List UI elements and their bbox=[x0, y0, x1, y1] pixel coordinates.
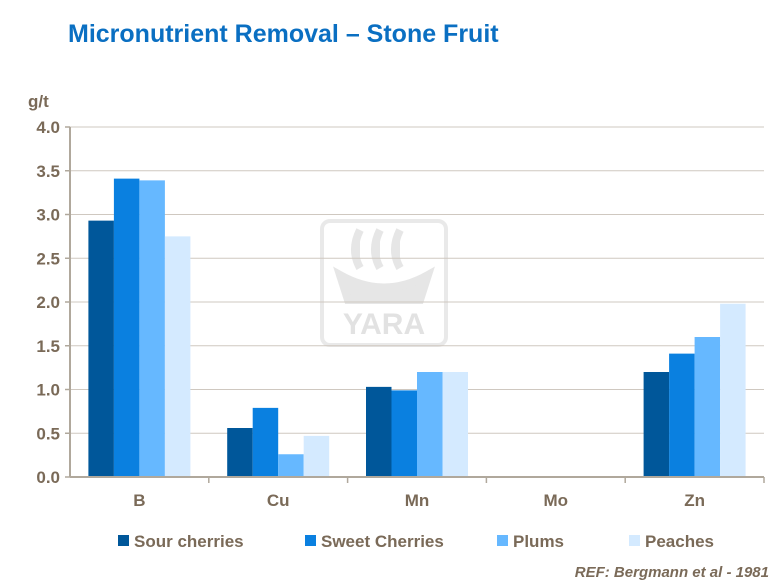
chart-title: Micronutrient Removal – Stone Fruit bbox=[68, 20, 499, 48]
legend-swatch bbox=[629, 535, 640, 546]
bar-Zn-2 bbox=[694, 337, 721, 477]
x-tick-label: B bbox=[133, 491, 145, 510]
x-tick-label: Mn bbox=[405, 491, 430, 510]
bar-B-1 bbox=[113, 178, 140, 477]
legend-label: Sweet Cherries bbox=[321, 532, 444, 551]
bar-Zn-3 bbox=[720, 303, 746, 477]
y-axis-label: g/t bbox=[28, 92, 49, 111]
bar-Mn-3 bbox=[442, 372, 468, 477]
watermark-logo: YARA bbox=[320, 219, 448, 347]
legend-swatch bbox=[305, 535, 316, 546]
x-tick-label: Mo bbox=[544, 491, 569, 510]
reference-note: REF: Bergmann et al - 1981 bbox=[574, 564, 769, 581]
y-tick-label: 3.5 bbox=[36, 162, 60, 181]
x-tick-label: Zn bbox=[684, 491, 705, 510]
bar-B-3 bbox=[164, 236, 191, 477]
legend-label: Plums bbox=[513, 532, 564, 551]
y-tick-label: 0.5 bbox=[36, 424, 60, 443]
bar-Cu-2 bbox=[278, 454, 304, 477]
bar-Zn-1 bbox=[669, 353, 695, 477]
bar-Cu-1 bbox=[252, 407, 279, 477]
y-tick-label: 1.0 bbox=[36, 381, 60, 400]
y-tick-label: 0.0 bbox=[36, 468, 60, 487]
x-tick-label: Cu bbox=[267, 491, 290, 510]
bar-Mn-1 bbox=[391, 390, 417, 477]
y-tick-label: 4.0 bbox=[36, 118, 60, 137]
y-tick-label: 2.5 bbox=[36, 249, 60, 268]
legend-swatch bbox=[118, 535, 129, 546]
bar-Mn-0 bbox=[366, 386, 392, 477]
y-tick-label: 3.0 bbox=[36, 206, 60, 225]
bar-Cu-3 bbox=[303, 435, 330, 477]
bar-B-0 bbox=[88, 220, 114, 477]
bar-Zn-0 bbox=[643, 372, 670, 477]
y-tick-label: 1.5 bbox=[36, 337, 60, 356]
legend-swatch bbox=[497, 535, 508, 546]
legend-label: Peaches bbox=[645, 532, 714, 551]
bar-Cu-0 bbox=[227, 428, 253, 477]
bar-Mn-2 bbox=[417, 372, 443, 477]
bar-B-2 bbox=[139, 180, 165, 477]
y-tick-label: 2.0 bbox=[36, 293, 60, 312]
legend-label: Sour cherries bbox=[134, 532, 244, 551]
svg-text:YARA: YARA bbox=[343, 308, 425, 341]
